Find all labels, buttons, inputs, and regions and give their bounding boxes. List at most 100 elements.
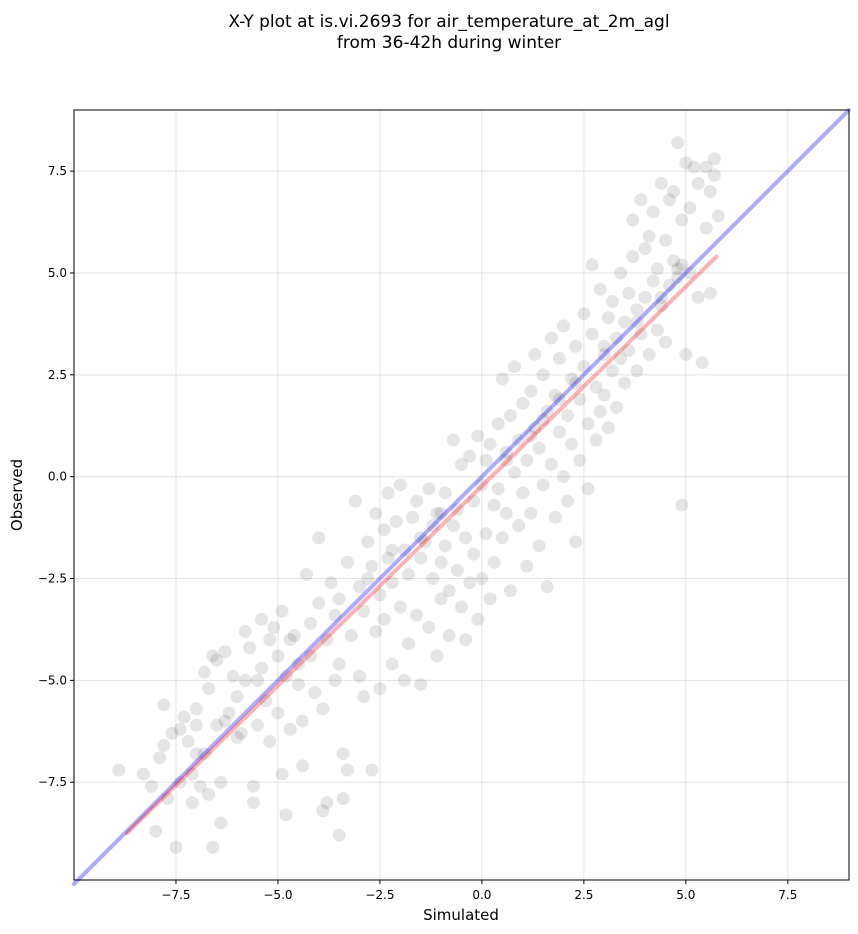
- x-tick-label: −2.5: [365, 888, 394, 902]
- data-point: [630, 315, 644, 329]
- data-point: [295, 759, 309, 773]
- data-point: [654, 290, 668, 304]
- data-point: [520, 453, 534, 467]
- data-point: [597, 339, 611, 353]
- data-point: [189, 718, 203, 732]
- data-point: [173, 775, 187, 789]
- data-point: [561, 494, 575, 508]
- data-point: [291, 657, 305, 671]
- data-point: [434, 592, 448, 606]
- data-point: [467, 547, 481, 561]
- data-point: [283, 722, 297, 736]
- data-point: [589, 433, 603, 447]
- data-point: [691, 290, 705, 304]
- data-point: [173, 722, 187, 736]
- data-point: [401, 567, 415, 581]
- data-point: [642, 347, 656, 361]
- data-point: [499, 506, 513, 520]
- data-point: [385, 576, 399, 590]
- data-point: [397, 543, 411, 557]
- data-point: [377, 612, 391, 626]
- data-point: [593, 282, 607, 296]
- data-point: [675, 258, 689, 272]
- data-point: [202, 682, 216, 696]
- data-point: [434, 555, 448, 569]
- data-point: [365, 559, 379, 573]
- data-point: [638, 290, 652, 304]
- data-point: [206, 840, 220, 854]
- data-point: [214, 775, 228, 789]
- data-point: [308, 686, 322, 700]
- data-point: [332, 657, 346, 671]
- data-point: [414, 677, 428, 691]
- data-point: [336, 747, 350, 761]
- data-point: [300, 567, 313, 581]
- data-point: [471, 612, 485, 626]
- chart-title-line2: from 36-42h during winter: [337, 33, 561, 53]
- data-point: [112, 763, 126, 777]
- data-point: [634, 193, 648, 207]
- data-point: [548, 388, 562, 402]
- data-point: [259, 694, 273, 708]
- data-point: [210, 653, 224, 667]
- grid: [74, 110, 849, 880]
- data-point: [503, 409, 517, 423]
- data-point: [626, 213, 640, 227]
- data-point: [336, 792, 350, 806]
- data-point: [422, 620, 436, 634]
- data-point: [410, 608, 424, 622]
- data-point: [577, 307, 591, 321]
- data-point: [263, 734, 277, 748]
- data-point: [634, 327, 648, 341]
- data-point: [565, 372, 579, 386]
- data-point: [544, 331, 558, 345]
- data-point: [291, 677, 305, 691]
- data-point: [691, 176, 705, 190]
- data-point: [238, 673, 252, 687]
- data-point: [532, 441, 546, 455]
- data-point: [552, 352, 566, 366]
- data-point: [646, 205, 660, 219]
- data-point: [605, 294, 619, 308]
- data-point: [573, 453, 587, 467]
- data-point: [565, 437, 579, 451]
- data-point: [393, 478, 407, 492]
- data-point: [711, 209, 725, 223]
- chart-title-line1: X-Y plot at is.vi.2693 for air_temperatu…: [228, 12, 669, 32]
- data-point: [520, 559, 534, 573]
- data-point: [524, 429, 538, 443]
- data-point: [340, 763, 354, 777]
- data-point: [671, 270, 685, 284]
- data-point: [479, 453, 493, 467]
- data-point: [471, 429, 485, 443]
- data-point: [422, 482, 436, 496]
- data-point: [622, 286, 636, 300]
- data-point: [622, 343, 636, 357]
- data-point: [548, 510, 562, 524]
- data-point: [279, 669, 293, 683]
- data-point: [459, 633, 473, 647]
- data-point: [585, 258, 599, 272]
- data-point: [145, 779, 158, 793]
- data-point: [679, 156, 693, 170]
- data-point: [577, 360, 591, 374]
- data-point: [238, 624, 252, 638]
- scatter-points: [112, 136, 725, 854]
- data-point: [365, 763, 379, 777]
- data-point: [410, 494, 424, 508]
- data-point: [544, 457, 558, 471]
- y-tick-label: 2.5: [48, 368, 67, 382]
- data-point: [226, 669, 240, 683]
- data-point: [585, 327, 599, 341]
- data-point: [255, 661, 269, 675]
- data-point: [487, 555, 501, 569]
- data-point: [385, 543, 399, 557]
- data-point: [601, 421, 615, 435]
- data-point: [528, 347, 542, 361]
- data-point: [450, 502, 464, 516]
- data-point: [463, 576, 477, 590]
- data-point: [369, 506, 383, 520]
- data-point: [556, 319, 570, 333]
- x-tick-label: 7.5: [778, 888, 797, 902]
